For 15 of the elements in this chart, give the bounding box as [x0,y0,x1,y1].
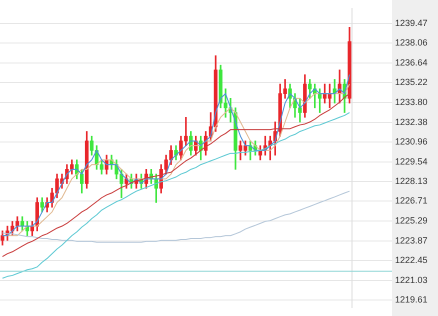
y-tick-label: 1235.22 [395,77,428,88]
y-tick-label: 1226.71 [395,196,428,206]
y-tick-label: 1229.54 [395,156,428,166]
y-tick-label: 1230.96 [395,136,428,147]
y-tick-label: 1225.29 [395,215,428,226]
y-tick-label: 1233.80 [395,97,428,107]
y-tick-label: 1236.64 [395,57,428,68]
y-tick-label: 1238.06 [395,38,428,48]
y-tick-label: 1228.13 [395,176,428,186]
y-tick-label: 1221.03 [395,274,428,285]
y-tick-label: 1223.87 [395,235,428,246]
y-tick-label: 1232.38 [395,116,428,127]
y-tick-label: 1219.61 [395,294,428,305]
y-tick-label: 1222.45 [395,255,428,266]
y-tick-label: 1239.47 [395,18,428,28]
